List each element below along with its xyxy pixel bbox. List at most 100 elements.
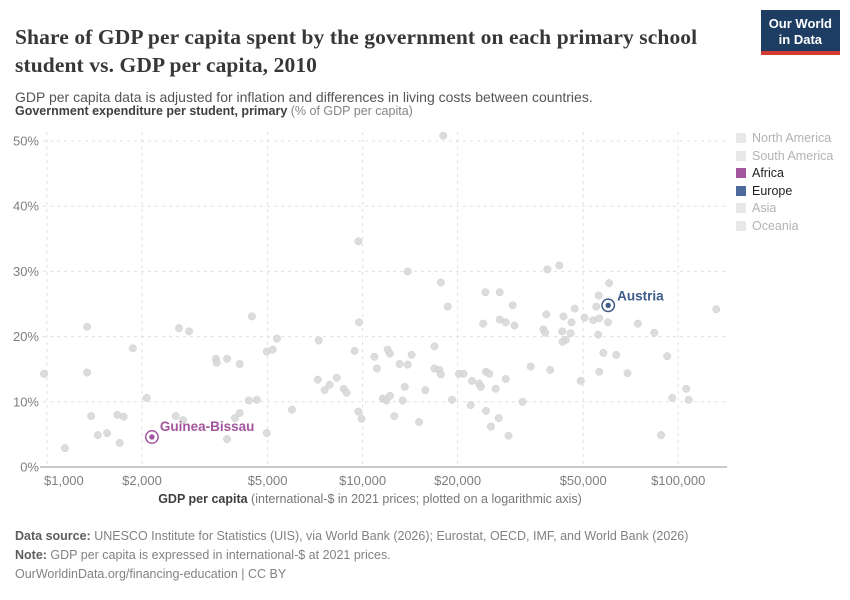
highlight-point-austria[interactable] xyxy=(605,302,611,309)
data-point[interactable] xyxy=(115,438,124,447)
data-point[interactable] xyxy=(400,382,409,391)
data-point[interactable] xyxy=(403,267,412,276)
data-point[interactable] xyxy=(518,397,527,406)
data-point[interactable] xyxy=(650,328,659,337)
data-point[interactable] xyxy=(175,324,183,333)
legend-item-europe[interactable]: Europe xyxy=(736,184,850,198)
data-point[interactable] xyxy=(235,360,244,368)
data-point[interactable] xyxy=(595,367,604,376)
data-point[interactable] xyxy=(633,319,642,328)
data-point[interactable] xyxy=(83,368,92,377)
data-point[interactable] xyxy=(541,328,550,337)
data-point[interactable] xyxy=(481,288,490,297)
data-point[interactable] xyxy=(93,431,102,440)
data-point[interactable] xyxy=(657,431,666,440)
data-point[interactable] xyxy=(407,350,416,359)
data-point[interactable] xyxy=(495,288,504,297)
data-point[interactable] xyxy=(212,358,221,367)
data-point[interactable] xyxy=(357,414,366,423)
data-point[interactable] xyxy=(604,318,612,327)
data-point[interactable] xyxy=(599,348,608,357)
data-point[interactable] xyxy=(559,312,568,321)
data-point[interactable] xyxy=(504,431,513,440)
data-point[interactable] xyxy=(142,393,151,402)
data-point[interactable] xyxy=(476,382,485,391)
data-point[interactable] xyxy=(543,265,552,274)
data-point[interactable] xyxy=(40,369,48,378)
data-point[interactable] xyxy=(385,349,394,358)
data-point[interactable] xyxy=(171,412,180,421)
data-point[interactable] xyxy=(448,395,456,404)
data-point[interactable] xyxy=(415,418,424,426)
data-point[interactable] xyxy=(485,369,494,378)
data-point[interactable] xyxy=(128,344,137,353)
highlight-ring-austria[interactable] xyxy=(601,298,616,313)
data-point[interactable] xyxy=(482,406,490,415)
data-point[interactable] xyxy=(439,131,448,140)
data-point[interactable] xyxy=(561,335,570,344)
data-point[interactable] xyxy=(605,279,614,288)
data-point[interactable] xyxy=(314,336,323,345)
data-point[interactable] xyxy=(342,388,351,397)
data-point[interactable] xyxy=(592,302,601,311)
data-point[interactable] xyxy=(479,319,488,328)
data-point[interactable] xyxy=(526,362,535,371)
data-point[interactable] xyxy=(398,396,407,405)
data-point[interactable] xyxy=(567,318,576,327)
data-point[interactable] xyxy=(61,444,69,453)
data-point[interactable] xyxy=(486,422,495,431)
data-point[interactable] xyxy=(421,386,430,395)
data-point[interactable] xyxy=(594,291,603,300)
data-point[interactable] xyxy=(491,384,500,393)
legend-item-south-america[interactable]: South America xyxy=(736,149,850,163)
data-point[interactable] xyxy=(459,369,468,378)
data-point[interactable] xyxy=(501,318,510,327)
data-point[interactable] xyxy=(247,312,256,321)
data-point[interactable] xyxy=(682,384,691,393)
data-point[interactable] xyxy=(663,352,672,361)
footer-citation-link[interactable]: OurWorldinData.org/financing-education |… xyxy=(15,567,287,581)
data-point[interactable] xyxy=(542,310,551,319)
data-point[interactable] xyxy=(501,375,510,383)
data-point[interactable] xyxy=(436,370,445,379)
data-point[interactable] xyxy=(684,395,693,404)
data-point[interactable] xyxy=(287,405,296,414)
data-point[interactable] xyxy=(443,302,452,311)
data-point[interactable] xyxy=(395,360,404,368)
data-point[interactable] xyxy=(223,354,232,363)
data-point[interactable] xyxy=(436,278,445,287)
data-point[interactable] xyxy=(354,407,363,416)
data-point[interactable] xyxy=(467,376,476,385)
data-point[interactable] xyxy=(595,314,604,323)
owid-logo[interactable]: Our World in Data xyxy=(760,10,840,56)
data-point[interactable] xyxy=(370,352,379,361)
data-point[interactable] xyxy=(179,416,188,425)
data-point[interactable] xyxy=(313,375,322,384)
data-point[interactable] xyxy=(510,321,519,330)
data-point[interactable] xyxy=(83,322,92,331)
data-point[interactable] xyxy=(272,334,281,343)
data-point[interactable] xyxy=(390,412,399,421)
data-point[interactable] xyxy=(403,360,412,369)
data-point[interactable] xyxy=(355,318,364,327)
data-point[interactable] xyxy=(570,304,579,313)
highlight-point-guinea-bissau[interactable] xyxy=(149,434,155,440)
data-point[interactable] xyxy=(612,350,621,359)
data-point[interactable] xyxy=(230,414,239,423)
data-point[interactable] xyxy=(594,330,603,339)
legend-item-north-america[interactable]: North America xyxy=(736,132,850,145)
legend-item-oceania[interactable]: Oceania xyxy=(736,219,850,233)
country-label-austria[interactable]: Austria xyxy=(617,288,664,303)
data-point[interactable] xyxy=(119,412,128,421)
data-point[interactable] xyxy=(350,346,359,355)
data-point[interactable] xyxy=(558,327,567,336)
data-point[interactable] xyxy=(372,364,381,373)
data-point[interactable] xyxy=(508,301,517,310)
data-point[interactable] xyxy=(494,414,503,423)
data-point[interactable] xyxy=(623,369,632,378)
data-point[interactable] xyxy=(385,391,394,400)
data-point[interactable] xyxy=(354,237,363,246)
highlight-ring-guinea-bissau[interactable] xyxy=(144,430,159,444)
data-point[interactable] xyxy=(244,396,253,405)
legend-item-asia[interactable]: Asia xyxy=(736,202,850,215)
